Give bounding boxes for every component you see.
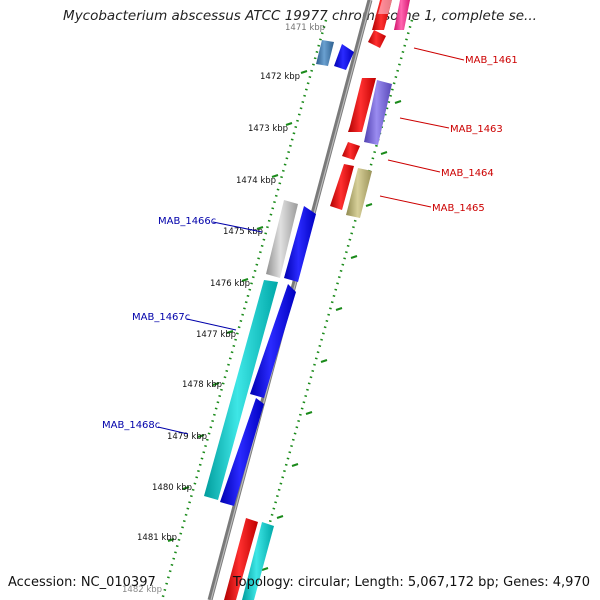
kbp-tick-label: 1480 kbp: [152, 483, 192, 493]
kbp-tick-label: 1475 kbp: [223, 227, 263, 237]
svg-text:1482 kbp: 1482 kbp: [122, 585, 162, 595]
kbp-ruler: 1472 kbp 1473 kbp 1474 kbp 1475 kbp 1476…: [137, 72, 300, 543]
forward-gene-labels: [379, 47, 465, 208]
pink-feature-faint: [378, 0, 392, 14]
cds-feature-forward[interactable]: [330, 164, 354, 210]
cds-feature-forward[interactable]: [368, 30, 386, 48]
cds-feature-forward[interactable]: [342, 142, 360, 160]
kbp-tick-label: 1472 kbp: [260, 72, 300, 82]
reverse-gene-labels: [157, 221, 263, 435]
grey-feature[interactable]: [266, 200, 298, 278]
gene-label-mab-1468c[interactable]: MAB_1468c: [102, 420, 160, 431]
gene-label-mab-1465[interactable]: MAB_1465: [432, 203, 485, 214]
gene-label-mab-1463[interactable]: MAB_1463: [450, 124, 503, 135]
cyan-feature[interactable]: [204, 280, 278, 500]
accession-label: Accession: NC_010397: [8, 575, 156, 590]
kbp-tick-label: 1477 kbp: [196, 330, 236, 340]
cds-feature-reverse[interactable]: [250, 284, 296, 398]
kbp-tick-label: 1473 kbp: [248, 124, 288, 134]
svg-text:1471 kbp: 1471 kbp: [285, 23, 325, 33]
gene-label-mab-1461[interactable]: MAB_1461: [465, 55, 518, 66]
inner-ring-ticks: [167, 70, 308, 542]
topology-label: Topology: circular; Length: 5,067,172 bp…: [232, 575, 590, 590]
kbp-tick-label: 1479 kbp: [167, 432, 207, 442]
gene-label-mab-1466c[interactable]: MAB_1466c: [158, 216, 216, 227]
steel-feature[interactable]: [316, 40, 334, 66]
inner-dotted-ring: [160, 19, 328, 600]
cds-feature-reverse[interactable]: [220, 398, 264, 506]
outer-dotted-ring: [246, 19, 414, 600]
pink-feature[interactable]: [394, 0, 410, 30]
kbp-tick-label: 1481 kbp: [137, 533, 177, 543]
outer-ring-ticks: [261, 100, 402, 571]
olive-feature[interactable]: [346, 168, 372, 218]
cyan-feature[interactable]: [242, 522, 274, 600]
purple-feature[interactable]: [364, 80, 392, 145]
cds-feature-forward[interactable]: [348, 78, 376, 132]
kbp-tick-label: 1474 kbp: [236, 176, 276, 186]
kbp-tick-label: 1476 kbp: [210, 279, 250, 289]
gene-label-mab-1467c[interactable]: MAB_1467c: [132, 312, 190, 323]
kbp-tick-label: 1478 kbp: [182, 380, 222, 390]
cds-feature-forward[interactable]: [224, 518, 258, 600]
cds-feature-reverse[interactable]: [334, 44, 354, 70]
gene-label-mab-1464[interactable]: MAB_1464: [441, 168, 494, 179]
cds-feature-reverse[interactable]: [284, 206, 316, 282]
map-title: Mycobacterium abscessus ATCC 19977 chrom…: [63, 8, 537, 24]
